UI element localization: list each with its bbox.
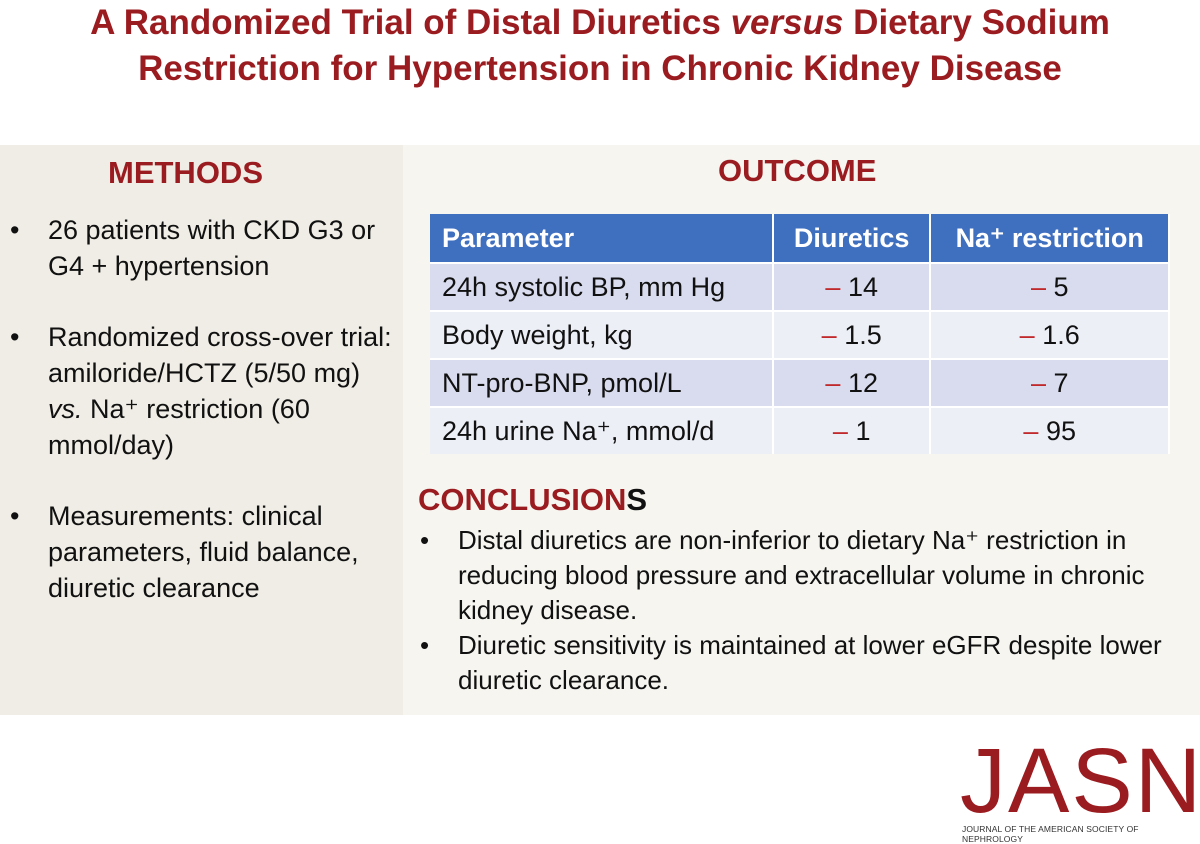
value-cell: – 7 [930, 358, 1170, 407]
value-sign: – [825, 367, 841, 398]
content-band: METHODS 26 patients with CKD G3 or G4 + … [0, 145, 1200, 715]
methods-bullet: Randomized cross-over trial: amiloride/H… [0, 319, 400, 463]
parameter-cell: 24h systolic BP, mm Hg [430, 262, 774, 311]
value-number: 5 [1053, 271, 1069, 302]
parameter-cell: NT-pro-BNP, pmol/L [430, 358, 774, 407]
table-header-row: Parameter Diuretics Na⁺ restriction [430, 214, 1170, 263]
title-line: A Randomized Trial of Distal Diuretics v… [0, 0, 1200, 46]
conclusion-bullet: Distal diuretics are non-inferior to die… [410, 523, 1200, 628]
value-cell: – 95 [930, 406, 1170, 454]
methods-panel: METHODS 26 patients with CKD G3 or G4 + … [0, 145, 403, 715]
column-header: Na⁺ restriction [930, 214, 1170, 263]
heading-text: S [626, 482, 648, 517]
value-sign: – [825, 271, 841, 302]
journal-logo: JASN [960, 730, 1200, 832]
methods-heading: METHODS [108, 155, 263, 190]
heading-text: CONCLUSION [418, 482, 627, 517]
value-sign: – [1019, 319, 1035, 350]
title-text: A Randomized Trial of Distal Diuretics [90, 3, 731, 42]
methods-bullet: 26 patients with CKD G3 or G4 + hyperten… [0, 212, 400, 284]
value-sign: – [821, 319, 837, 350]
value-number: 14 [847, 271, 878, 302]
value-sign: – [832, 415, 848, 446]
table-row: Body weight, kg – 1.5– 1.6 [430, 310, 1170, 359]
table-row: 24h urine Na⁺, mmol/d – 1– 95 [430, 406, 1170, 454]
column-header: Parameter [430, 214, 774, 263]
column-header: Diuretics [772, 214, 932, 263]
value-number: 12 [847, 367, 878, 398]
value-number: 95 [1045, 415, 1077, 446]
title: A Randomized Trial of Distal Diuretics v… [0, 0, 1200, 92]
title-text: Dietary Sodium [843, 3, 1110, 42]
parameter-cell: Body weight, kg [430, 310, 774, 359]
table-row: 24h systolic BP, mm Hg – 14– 5 [430, 262, 1170, 311]
journal-name: JOURNAL OF THE AMERICAN SOCIETY OF NEPHR… [962, 824, 1139, 844]
value-cell: – 5 [930, 262, 1170, 311]
title-line: Restriction for Hypertension in Chronic … [138, 49, 1062, 88]
conclusions-list: Distal diuretics are non-inferior to die… [410, 523, 1200, 698]
outcome-table: Parameter Diuretics Na⁺ restriction 24h sys… [430, 214, 1170, 454]
parameter-cell: 24h urine Na⁺, mmol/d [430, 406, 774, 454]
outcome-heading: OUTCOME [718, 153, 877, 188]
value-cell: – 1.6 [930, 310, 1170, 359]
value-sign: – [1023, 415, 1039, 446]
table-row: NT-pro-BNP, pmol/L – 12– 7 [430, 358, 1170, 407]
bullet-emphasis: vs. [48, 394, 83, 424]
value-number: 7 [1053, 367, 1069, 398]
value-number: 1.6 [1042, 319, 1080, 350]
methods-bullet: Measurements: clinical parameters, fluid… [0, 498, 400, 606]
value-cell: – 1 [772, 406, 932, 454]
value-cell: – 12 [772, 358, 932, 407]
methods-list: 26 patients with CKD G3 or G4 + hyperten… [0, 212, 400, 641]
value-number: 1.5 [844, 319, 882, 350]
value-cell: – 1.5 [772, 310, 932, 359]
value-sign: – [1030, 271, 1046, 302]
value-cell: – 14 [772, 262, 932, 311]
bullet-text: Randomized cross-over trial: amiloride/H… [48, 322, 392, 388]
title-emphasis: versus [730, 3, 844, 42]
bullet-text: Na⁺ restriction (60 mmol/day) [48, 394, 310, 460]
value-number: 1 [855, 415, 871, 446]
value-sign: – [1030, 367, 1046, 398]
conclusion-bullet: Diuretic sensitivity is maintained at lo… [410, 628, 1200, 698]
conclusions-heading: CONCLUSIONS [418, 482, 647, 518]
